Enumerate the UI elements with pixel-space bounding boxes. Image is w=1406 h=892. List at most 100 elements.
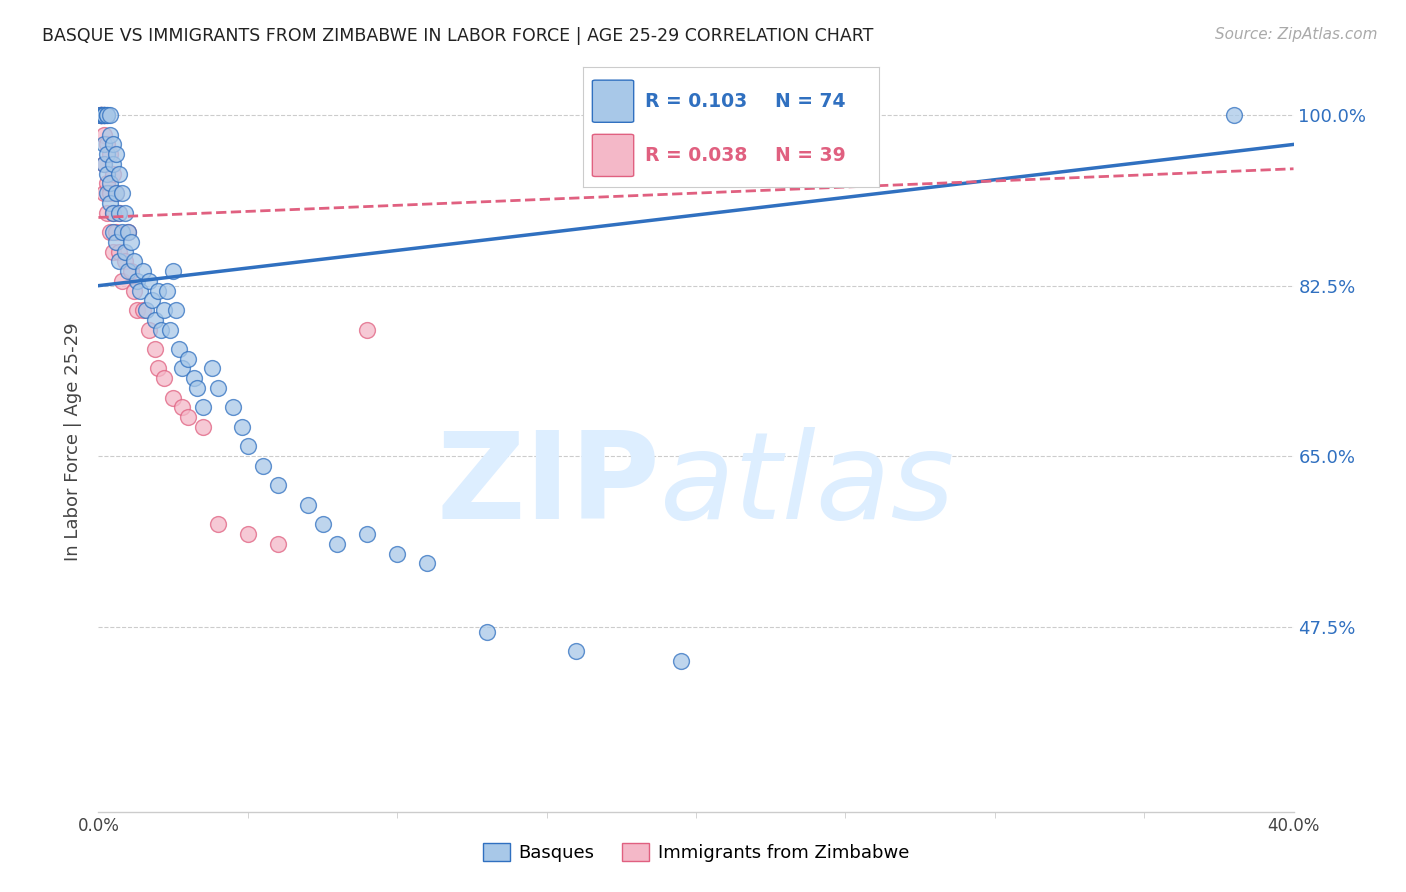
Point	[98, 177, 122, 191]
Legend: Basques, Immigrants from Zimbabwe: Basques, Immigrants from Zimbabwe	[475, 836, 917, 870]
Point	[416, 557, 439, 571]
Point	[103, 137, 125, 152]
Point	[297, 498, 319, 512]
Y-axis label: In Labor Force | Age 25-29: In Labor Force | Age 25-29	[65, 322, 83, 561]
Point	[143, 342, 166, 356]
Point	[93, 108, 115, 122]
Point	[93, 186, 115, 201]
Point	[114, 205, 136, 219]
Point	[90, 108, 112, 122]
Point	[93, 108, 115, 122]
Point	[252, 458, 274, 473]
Point	[236, 527, 259, 541]
Point	[356, 527, 378, 541]
Point	[177, 410, 200, 425]
Point	[156, 284, 179, 298]
Point	[117, 225, 139, 239]
Text: R = 0.038: R = 0.038	[645, 146, 748, 165]
Point	[222, 401, 245, 415]
Point	[96, 147, 118, 161]
Point	[138, 322, 160, 336]
Point	[141, 293, 163, 308]
Point	[108, 205, 131, 219]
Point	[356, 322, 378, 336]
Point	[129, 284, 152, 298]
Point	[124, 254, 146, 268]
Point	[96, 167, 118, 181]
Point	[207, 517, 229, 532]
Point	[93, 108, 115, 122]
Text: R = 0.103: R = 0.103	[645, 92, 748, 111]
Point	[96, 205, 118, 219]
Point	[162, 391, 184, 405]
Point	[311, 517, 333, 532]
Point	[120, 235, 142, 249]
Point	[117, 225, 139, 239]
Point	[475, 624, 498, 639]
Point	[153, 371, 176, 385]
Point	[105, 225, 128, 239]
Point	[172, 361, 194, 376]
Point	[172, 401, 194, 415]
Point	[150, 322, 173, 336]
Point	[93, 128, 115, 142]
Point	[236, 439, 259, 453]
Point	[186, 381, 208, 395]
Point	[135, 303, 157, 318]
Point	[108, 244, 131, 259]
Text: Source: ZipAtlas.com: Source: ZipAtlas.com	[1215, 27, 1378, 42]
Point	[111, 186, 134, 201]
Point	[114, 254, 136, 268]
Point	[93, 108, 115, 122]
Point	[167, 342, 190, 356]
Point	[148, 361, 170, 376]
FancyBboxPatch shape	[592, 135, 634, 177]
Text: N = 39: N = 39	[776, 146, 846, 165]
Point	[669, 654, 692, 668]
Point	[98, 225, 122, 239]
Point	[385, 547, 409, 561]
Text: atlas: atlas	[661, 427, 956, 544]
Point	[143, 312, 166, 326]
Point	[98, 128, 122, 142]
Point	[103, 167, 125, 181]
Point	[117, 264, 139, 278]
Point	[114, 244, 136, 259]
Point	[138, 274, 160, 288]
Point	[159, 322, 181, 336]
Text: N = 74: N = 74	[776, 92, 846, 111]
Point	[267, 537, 290, 551]
Point	[98, 147, 122, 161]
FancyBboxPatch shape	[592, 80, 634, 122]
Text: ZIP: ZIP	[436, 427, 661, 544]
Point	[90, 108, 112, 122]
Point	[103, 205, 125, 219]
Point	[326, 537, 349, 551]
Point	[120, 264, 142, 278]
Point	[90, 108, 112, 122]
Point	[162, 264, 184, 278]
Point	[132, 303, 155, 318]
Point	[90, 108, 112, 122]
Point	[231, 420, 253, 434]
Point	[177, 351, 200, 366]
Point	[103, 157, 125, 171]
Point	[111, 225, 134, 239]
Point	[132, 264, 155, 278]
Point	[93, 157, 115, 171]
Text: BASQUE VS IMMIGRANTS FROM ZIMBABWE IN LABOR FORCE | AGE 25-29 CORRELATION CHART: BASQUE VS IMMIGRANTS FROM ZIMBABWE IN LA…	[42, 27, 873, 45]
Point	[103, 205, 125, 219]
Point	[183, 371, 205, 385]
Point	[148, 284, 170, 298]
Point	[98, 186, 122, 201]
Point	[201, 361, 224, 376]
Point	[90, 108, 112, 122]
Point	[165, 303, 187, 318]
Point	[98, 108, 122, 122]
Point	[90, 108, 112, 122]
Point	[93, 108, 115, 122]
Point	[191, 420, 214, 434]
Point	[565, 644, 588, 658]
Point	[191, 401, 214, 415]
Point	[108, 254, 131, 268]
